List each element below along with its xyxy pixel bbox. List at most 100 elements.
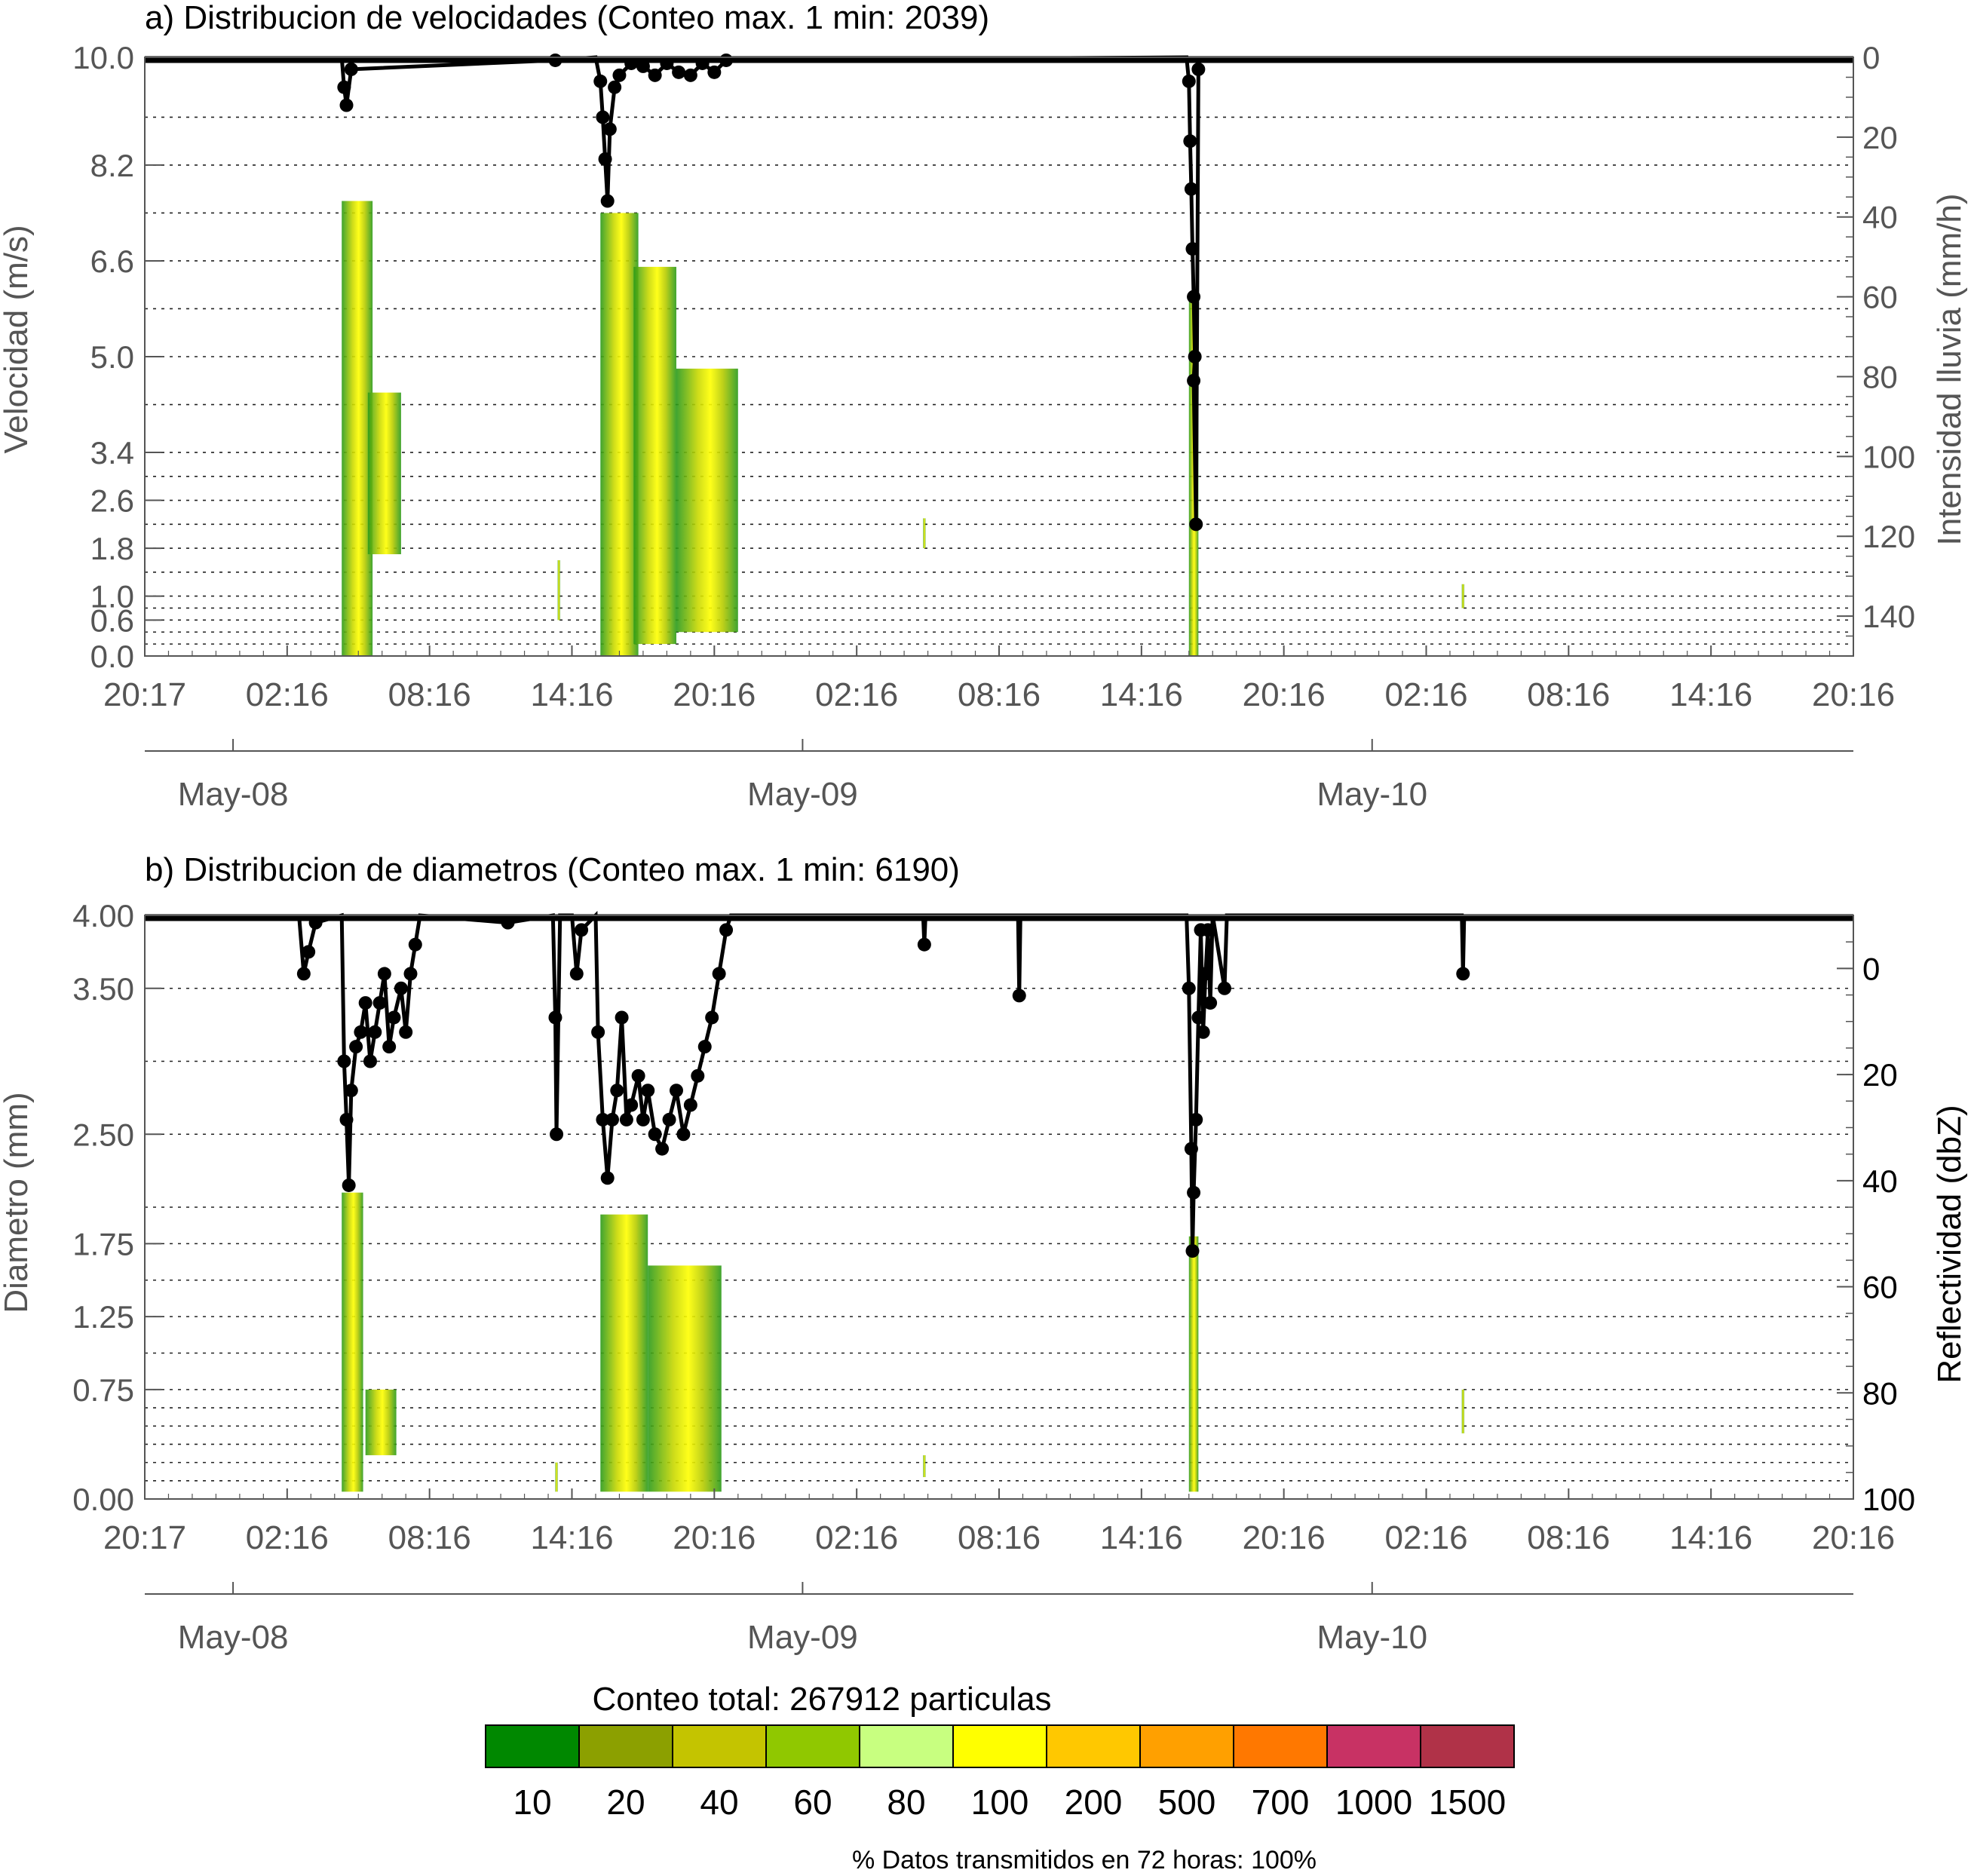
series-point <box>600 194 615 208</box>
series-point <box>624 56 639 70</box>
y-tick-label: 1.8 <box>90 531 134 566</box>
series-point <box>648 1127 662 1142</box>
x-tick-label: 08:16 <box>958 676 1041 713</box>
series-point <box>372 996 387 1010</box>
x-tick-label: 20:16 <box>1812 676 1895 713</box>
panel-b-y2label: Reflectividad (dbZ) <box>1931 1105 1968 1383</box>
series-point <box>368 1025 382 1039</box>
series-point <box>1184 182 1198 196</box>
panel-a-plot: 10.0 8.2 6.6 5.0 3.4 2.6 1.8 1.00.60.0 0 20 40 60 80… <box>72 40 1915 813</box>
series-point <box>705 1010 719 1025</box>
x-tick-label: 14:16 <box>1669 1519 1752 1556</box>
y-tick-label: 2.6 <box>90 483 134 519</box>
panel-b-title: b) Distribucion de diametros (Conteo max… <box>145 851 960 888</box>
legend-swatch <box>485 1724 580 1768</box>
series-point <box>358 996 372 1010</box>
y-tick-label: 0.6 <box>90 602 134 638</box>
y-tick-label: 1.25 <box>72 1299 134 1335</box>
y-tick-label: 0.0 <box>90 639 134 674</box>
series-point <box>1189 1112 1203 1127</box>
legend-swatch <box>952 1724 1047 1768</box>
series-point <box>719 923 734 937</box>
y-tick-label: 10.0 <box>72 40 134 75</box>
y-tick-label: 1.0 <box>90 579 134 615</box>
series-point <box>342 1178 356 1192</box>
series-point <box>302 945 316 959</box>
y-tick-label: 8.2 <box>90 148 134 183</box>
series-point <box>1191 62 1206 76</box>
series-point <box>363 1054 377 1068</box>
legend-label: 200 <box>1065 1783 1123 1822</box>
series-point <box>382 1040 397 1054</box>
series-point <box>1185 1244 1200 1258</box>
legend-label: 40 <box>700 1783 738 1822</box>
series-point <box>596 110 610 124</box>
legend-label: 1000 <box>1335 1783 1412 1822</box>
y-tick-label: 0.75 <box>72 1372 134 1408</box>
data-blob <box>676 368 738 633</box>
series-point <box>349 1040 363 1054</box>
series-point <box>1217 981 1231 995</box>
series-point <box>548 1010 562 1025</box>
series-point <box>1187 1185 1201 1200</box>
data-blob <box>367 392 401 555</box>
series-line <box>339 55 1200 525</box>
series-point <box>354 1025 368 1039</box>
series-point <box>636 59 650 73</box>
date-label: May-09 <box>747 776 858 813</box>
data-blob <box>1461 584 1464 608</box>
series-point <box>691 1068 705 1083</box>
y-tick-label: 1.75 <box>72 1226 134 1261</box>
panel-a-title: a) Distribucion de velocidades (Conteo m… <box>145 0 989 36</box>
series-point <box>697 1040 712 1054</box>
data-blob <box>1188 1236 1199 1492</box>
series-point <box>598 152 612 166</box>
panel-b-plot: 4.00 3.50 2.50 1.75 1.25 0.75 0.00 0 20 40 60 80 100… <box>72 898 1915 1656</box>
series-point <box>339 98 354 112</box>
series-point <box>403 967 418 981</box>
series-point <box>600 1171 615 1185</box>
data-blob <box>342 201 373 656</box>
x-tick-label: 02:16 <box>815 676 898 713</box>
x-tick-label: 08:16 <box>1527 1519 1610 1556</box>
data-blob <box>557 559 560 621</box>
date-label: May-08 <box>178 776 289 813</box>
series-point <box>610 1084 624 1098</box>
series-point <box>917 937 931 952</box>
series-point <box>344 62 358 76</box>
data-blob <box>600 1214 648 1492</box>
series-point <box>593 74 608 88</box>
y2-tick-label: 80 <box>1862 1375 1898 1411</box>
y-tick-label: 4.00 <box>72 898 134 933</box>
y2-tick-label: 40 <box>1862 1163 1898 1199</box>
data-blob <box>365 1389 397 1455</box>
series-point <box>387 1010 401 1025</box>
series-point <box>1184 1142 1198 1156</box>
color-legend: 10 20 40 60 80 100 200 500 700 1000 1500 <box>485 1724 1515 1822</box>
x-tick-label: 20:16 <box>1812 1519 1895 1556</box>
x-tick-label: 02:16 <box>246 1519 329 1556</box>
series-point <box>339 1112 354 1127</box>
series-point <box>1182 981 1196 995</box>
y2-tick-label: 140 <box>1862 599 1915 634</box>
data-blob <box>648 1265 722 1492</box>
y2-tick-label: 20 <box>1862 1057 1898 1093</box>
y2-tick-label: 100 <box>1862 439 1915 474</box>
x-tick-label: 08:16 <box>388 676 471 713</box>
legend-swatch <box>1420 1724 1515 1768</box>
date-label: May-10 <box>1317 1619 1427 1656</box>
x-tick-label: 02:16 <box>1384 676 1467 713</box>
legend-label: 80 <box>887 1783 925 1822</box>
series-point <box>1196 1025 1210 1039</box>
legend-label: 1500 <box>1429 1783 1506 1822</box>
x-tick-label: 02:16 <box>815 1519 898 1556</box>
series-point <box>591 1025 605 1039</box>
series-point <box>636 1112 650 1127</box>
data-blob <box>600 213 639 656</box>
x-tick-label: 14:16 <box>1100 676 1183 713</box>
y-tick-label: 5.0 <box>90 339 134 375</box>
series-point <box>337 80 351 94</box>
series-point <box>1200 923 1215 937</box>
x-tick-label: 20:16 <box>1243 676 1326 713</box>
